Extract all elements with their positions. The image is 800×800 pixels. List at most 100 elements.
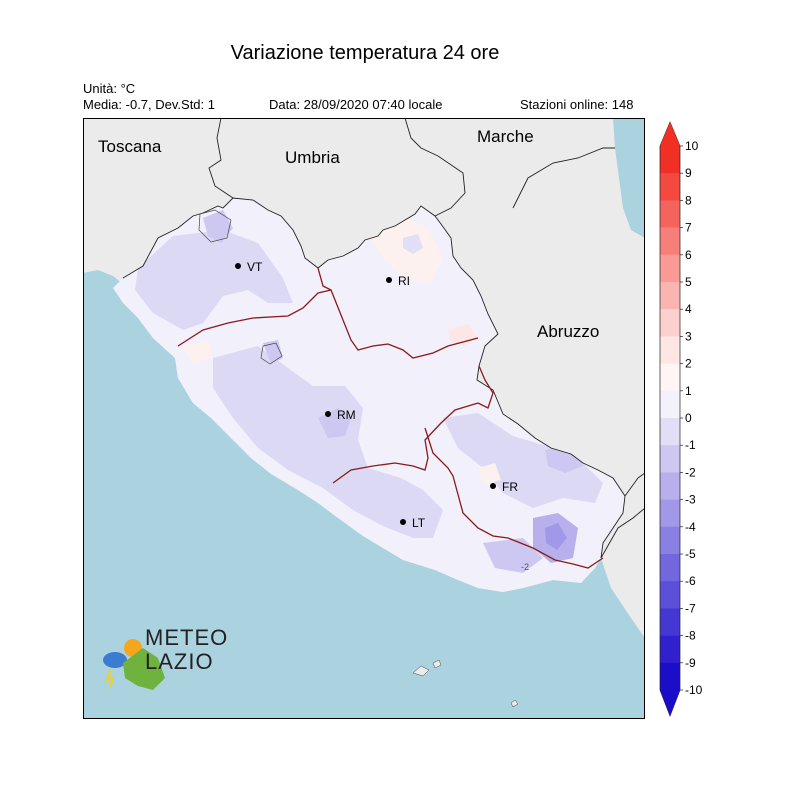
border-fr-lt xyxy=(424,427,604,569)
colorbar-label: 3 xyxy=(685,329,692,343)
border-umbria-marche xyxy=(404,118,466,217)
colorbar-block xyxy=(660,200,680,228)
colorbar-block xyxy=(660,635,680,664)
colorbar-label: -5 xyxy=(685,547,696,561)
anomaly-zone-fr xyxy=(443,413,603,508)
colorbar-label: -9 xyxy=(685,656,696,670)
temperature-map: Toscana Umbria Marche Abruzzo VT RI RM F… xyxy=(83,118,645,719)
lazio-outline xyxy=(122,197,626,559)
colorbar-label: -3 xyxy=(685,493,696,507)
colorbar-block xyxy=(660,662,680,691)
city-marker-rm xyxy=(325,411,331,417)
colorbar-block xyxy=(660,472,680,500)
colorbar-label: -1 xyxy=(685,438,696,452)
colorbar-block xyxy=(660,526,680,555)
colorbar-label: 0 xyxy=(685,411,692,425)
colorbar-block xyxy=(660,581,680,609)
city-label-vt: VT xyxy=(247,260,263,274)
border-rm-lt xyxy=(332,402,479,484)
lake-bolsena-outline xyxy=(198,209,232,243)
anomaly-zone-vt-core xyxy=(203,210,233,243)
anomaly-zone-south-core xyxy=(545,523,567,550)
sea xyxy=(83,270,645,719)
colorbar-label: 1 xyxy=(685,384,692,398)
date-label: Data: 28/09/2020 07:40 locale xyxy=(269,97,443,112)
logo-lazio-shape xyxy=(123,648,165,690)
anomaly-zone-lake xyxy=(263,340,283,364)
anomaly-zone-warm-w xyxy=(183,340,213,363)
colorbar-block xyxy=(660,445,680,473)
region-label-umbria: Umbria xyxy=(285,148,340,167)
colorbar-label: 4 xyxy=(685,302,692,316)
colorbar-label: 10 xyxy=(685,139,699,153)
colorbar-block xyxy=(660,309,680,337)
colorbar-block xyxy=(660,336,680,364)
colorbar-block xyxy=(660,499,680,528)
map-title: Variazione temperatura 24 ore xyxy=(230,42,500,64)
anomaly-zone-warm-fr xyxy=(478,463,501,484)
logo-lightning-icon xyxy=(105,669,115,689)
city-label-fr: FR xyxy=(502,480,518,494)
colorbar-label: 9 xyxy=(685,166,692,180)
city-marker-ri xyxy=(386,277,392,283)
anomaly-zone-coast xyxy=(213,346,443,538)
map-frame xyxy=(83,118,645,719)
city-marker-lt xyxy=(400,519,406,525)
logo-text-lazio: LAZIO xyxy=(145,649,214,674)
colorbar-blocks xyxy=(659,121,681,717)
colorbar-block xyxy=(660,418,680,446)
colorbar-bottom-arrow xyxy=(660,690,680,716)
stats-label: Media: -0.7, Dev.Std: 1 xyxy=(83,97,215,112)
border-rm-fr xyxy=(477,365,494,409)
colorbar-label: -7 xyxy=(685,601,696,615)
city-label-rm: RM xyxy=(337,408,356,422)
adriatic-sea xyxy=(613,118,645,238)
colorbar-block xyxy=(660,390,680,419)
colorbar-block xyxy=(660,282,680,310)
border-molise xyxy=(624,472,645,497)
anomaly-zone-ri xyxy=(363,216,443,283)
colorbar-label: 2 xyxy=(685,357,692,371)
colorbar-top-arrow xyxy=(660,122,680,146)
colorbar-label: -8 xyxy=(685,629,696,643)
city-label-lt: LT xyxy=(412,516,426,530)
island-ponza xyxy=(412,665,430,677)
colorbar-label: 5 xyxy=(685,275,692,289)
colorbar-label: -6 xyxy=(685,574,696,588)
border-marche-abruzzo xyxy=(512,147,615,209)
colorbar-block xyxy=(660,227,680,256)
city-marker-fr xyxy=(490,483,496,489)
colorbar-block xyxy=(660,608,680,636)
colorbar-block xyxy=(660,363,680,392)
colorbar-label: 6 xyxy=(685,248,692,262)
city-label-ri: RI xyxy=(398,274,410,288)
region-label-toscana: Toscana xyxy=(98,137,162,156)
colorbar-label: 7 xyxy=(685,221,692,235)
colorbar-label: 8 xyxy=(685,193,692,207)
colorbar-label: -2 xyxy=(685,465,696,479)
region-label-abruzzo: Abruzzo xyxy=(537,322,599,341)
colorbar-block xyxy=(660,146,680,174)
border-toscana-umbria xyxy=(208,118,234,199)
logo-text-meteo: METEO xyxy=(145,625,228,650)
colorbar-block xyxy=(660,554,680,582)
lake-bracciano-outline xyxy=(260,342,283,365)
border-campania xyxy=(600,507,645,559)
city-marker-vt xyxy=(235,263,241,269)
anomaly-zone-vt xyxy=(135,230,293,330)
colorbar-label: -4 xyxy=(685,520,696,534)
anomaly-zone-ri-core xyxy=(403,234,423,254)
contour-label: -2 xyxy=(521,562,529,572)
unit-label: Unità: °C xyxy=(83,81,136,96)
anomaly-zone-sw xyxy=(483,538,543,573)
border-vt-rm xyxy=(177,289,332,347)
island-palmarola xyxy=(432,659,442,669)
meteo-lazio-logo: METEO LAZIO xyxy=(103,625,228,690)
border-ri-rm xyxy=(317,267,479,359)
region-label-marche: Marche xyxy=(477,127,534,146)
colorbar-label: -10 xyxy=(685,683,703,697)
island-ventotene xyxy=(510,699,519,708)
stations-label: Stazioni online: 148 xyxy=(520,97,634,112)
